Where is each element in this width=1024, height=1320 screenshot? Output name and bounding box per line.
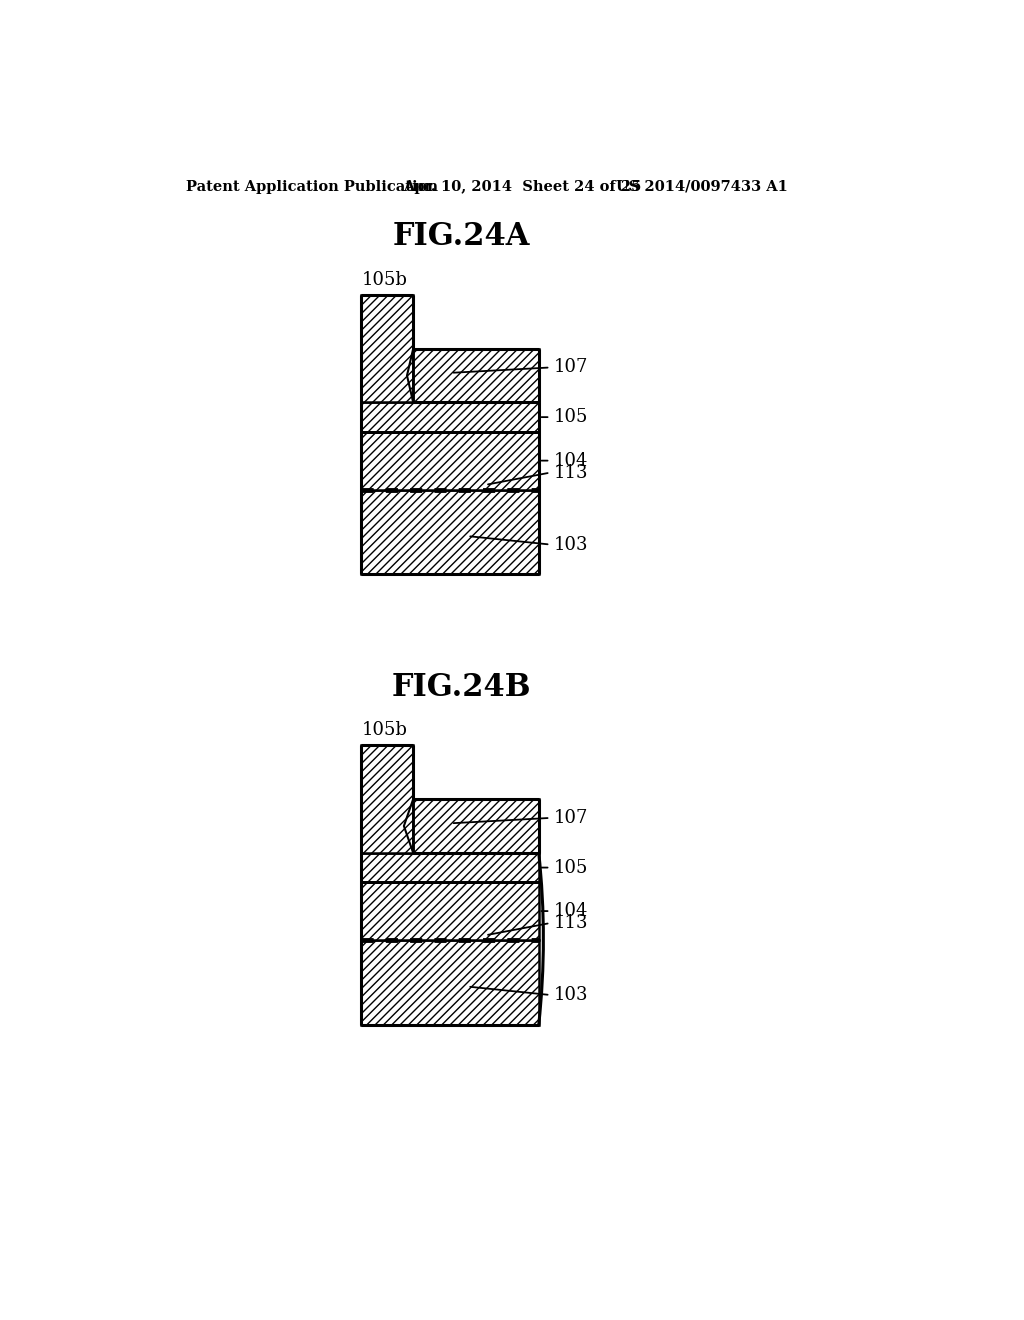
Text: FIG.24B: FIG.24B xyxy=(391,672,531,702)
Text: 105b: 105b xyxy=(362,271,408,289)
Text: 107: 107 xyxy=(554,809,588,826)
Text: 104: 104 xyxy=(554,902,588,920)
Bar xyxy=(414,348,539,403)
Text: 103: 103 xyxy=(554,536,588,553)
Text: 113: 113 xyxy=(554,913,588,932)
Text: US 2014/0097433 A1: US 2014/0097433 A1 xyxy=(616,180,788,194)
Text: 105: 105 xyxy=(554,858,588,876)
Text: 104: 104 xyxy=(554,451,588,470)
Bar xyxy=(360,853,539,882)
Text: 105b: 105b xyxy=(362,721,408,739)
Bar xyxy=(360,882,539,940)
Bar xyxy=(360,744,414,853)
Text: Apr. 10, 2014  Sheet 24 of 25: Apr. 10, 2014 Sheet 24 of 25 xyxy=(403,180,641,194)
Text: FIG.24A: FIG.24A xyxy=(392,222,530,252)
Bar xyxy=(414,799,539,853)
Bar xyxy=(360,940,539,1024)
Text: 107: 107 xyxy=(554,359,588,376)
Text: 113: 113 xyxy=(554,463,588,482)
Text: Patent Application Publication: Patent Application Publication xyxy=(186,180,438,194)
Text: 105: 105 xyxy=(554,408,588,426)
Bar xyxy=(360,294,414,403)
Bar xyxy=(360,490,539,574)
Bar xyxy=(360,432,539,490)
Text: 103: 103 xyxy=(554,986,588,1005)
Bar xyxy=(360,403,539,432)
